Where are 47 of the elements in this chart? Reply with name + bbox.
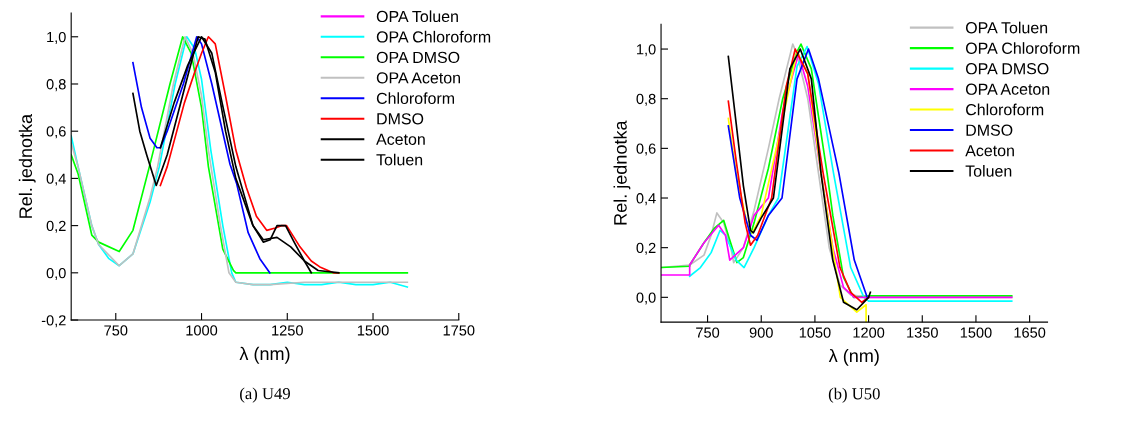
x-tick-label: 1250 [272,325,303,336]
legend-label: Aceton [376,133,425,145]
y-tick-label: 0,8 [46,79,66,92]
x-tick-label: 750 [696,327,720,338]
x-axis-title: λ (nm) [828,348,879,366]
y-tick-label: 0,4 [46,173,66,186]
y-axis-title: Rel. jednotka [18,113,36,218]
y-tick-label: 0,2 [46,220,66,233]
x-tick-label: 1750 [443,325,475,336]
x-tick-label: 1350 [907,327,938,338]
legend-label: Aceton [965,145,1014,157]
y-axis-title: Rel. jednotka [613,120,631,225]
legend-label: OPA Toluen [376,10,458,23]
y-tick-label: 1,0 [637,44,656,57]
legend-label: OPA Chloroform [965,42,1080,54]
x-tick-label: 900 [749,327,773,338]
legend-label: OPA Toluen [965,21,1048,34]
y-tick-label: 0,4 [636,193,656,206]
x-tick-label: 1500 [960,327,992,338]
x-axis-title: λ (nm) [239,346,290,364]
x-tick-label: 1050 [799,327,831,338]
x-tick-label: 1000 [186,325,218,336]
legend-label: Toluen [965,165,1012,177]
legend-label: DMSO [377,113,424,125]
y-tick-label: 0,6 [46,126,66,139]
y-tick-label: 0,8 [636,93,656,106]
legend-label: OPA DMSO [376,51,460,64]
y-tick-label: 0,0 [636,292,656,305]
legend-label: OPA Chloroform [376,30,491,43]
legend-label: OPA Aceton [376,72,460,84]
legend-label: DMSO [966,124,1013,136]
y-tick-label: -0,2 [41,315,66,328]
text: (a) U49 [240,387,290,403]
legend-label: OPA DMSO [965,63,1049,75]
x-tick-label: 1200 [853,327,885,338]
y-tick-label: 1,0 [47,31,66,44]
legend-label: Chloroform [966,103,1044,116]
legend-label: Chloroform [376,92,455,105]
y-tick-label: 0,2 [636,242,656,255]
text: (b) U50 [828,387,880,403]
legend-label: Toluen [376,153,423,166]
x-tick-label: 1500 [357,325,389,336]
y-tick-label: 0,0 [46,267,66,280]
x-tick-label: 1650 [1014,327,1046,338]
legend-label: OPA Aceton [965,83,1050,95]
y-tick-label: 0,6 [636,143,656,156]
x-tick-label: 750 [104,325,128,336]
